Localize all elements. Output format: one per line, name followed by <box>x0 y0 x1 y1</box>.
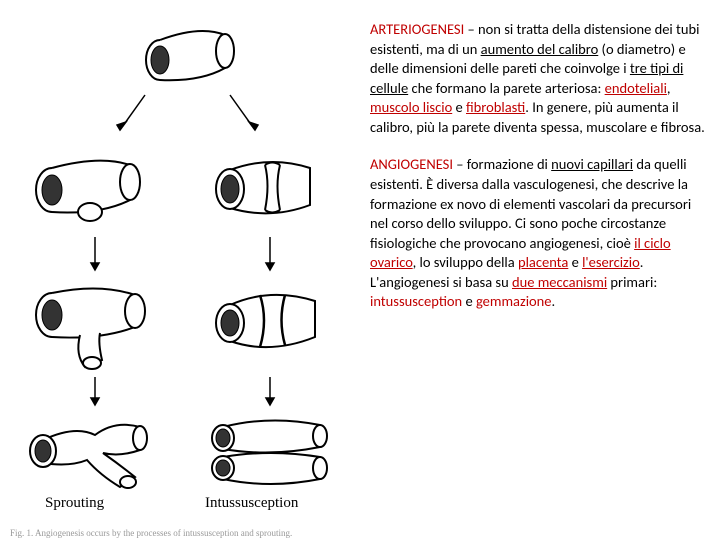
hl-gemm: gemmazione <box>476 292 552 310</box>
diagram-panel: Sprouting Intussusception Fig. 1. Angiog… <box>0 0 360 540</box>
vessel-intus-3 <box>205 405 340 495</box>
term-arteriogenesi: ARTERIOGENESI <box>370 20 464 38</box>
vessel-top <box>140 20 240 90</box>
label-intussusception: Intussusception <box>205 495 298 512</box>
para-arteriogenesi: ARTERIOGENESI – non si tratta della dist… <box>370 20 705 137</box>
ul-aumento: aumento del calibro <box>481 40 599 58</box>
para-angiogenesi: ANGIOGENESI – formazione di nuovi capill… <box>370 155 705 312</box>
text-panel: ARTERIOGENESI – non si tratta della dist… <box>360 0 720 540</box>
arrow-top-right <box>225 90 265 140</box>
arrow-mid-right <box>260 235 280 275</box>
hl-esercizio: l'esercizio <box>582 253 640 271</box>
hl-endoteliali: endoteliali <box>605 79 667 97</box>
hl-placenta: placenta <box>518 253 568 271</box>
diagram-area: Sprouting Intussusception <box>10 10 350 490</box>
vessel-sprout-3 <box>25 405 160 495</box>
arrow-mid-left <box>85 235 105 275</box>
figure-caption: Fig. 1. Angiogenesis occurs by the proce… <box>10 528 292 538</box>
ul-nuovi: nuovi capillari <box>551 155 633 173</box>
hl-muscolo: muscolo liscio <box>370 98 452 116</box>
vessel-intus-1 <box>210 140 330 230</box>
vessel-sprout-2 <box>30 275 155 375</box>
hl-due: due meccanismi <box>512 273 607 291</box>
vessel-intus-2 <box>210 275 335 370</box>
label-sprouting: Sprouting <box>45 495 104 512</box>
hl-intus: intussusception <box>370 292 462 310</box>
term-angiogenesi: ANGIOGENESI <box>370 155 453 173</box>
arrow-top-left <box>110 90 150 140</box>
hl-fibroblasti: fibroblasti <box>466 98 525 116</box>
vessel-sprout-1 <box>30 140 150 230</box>
